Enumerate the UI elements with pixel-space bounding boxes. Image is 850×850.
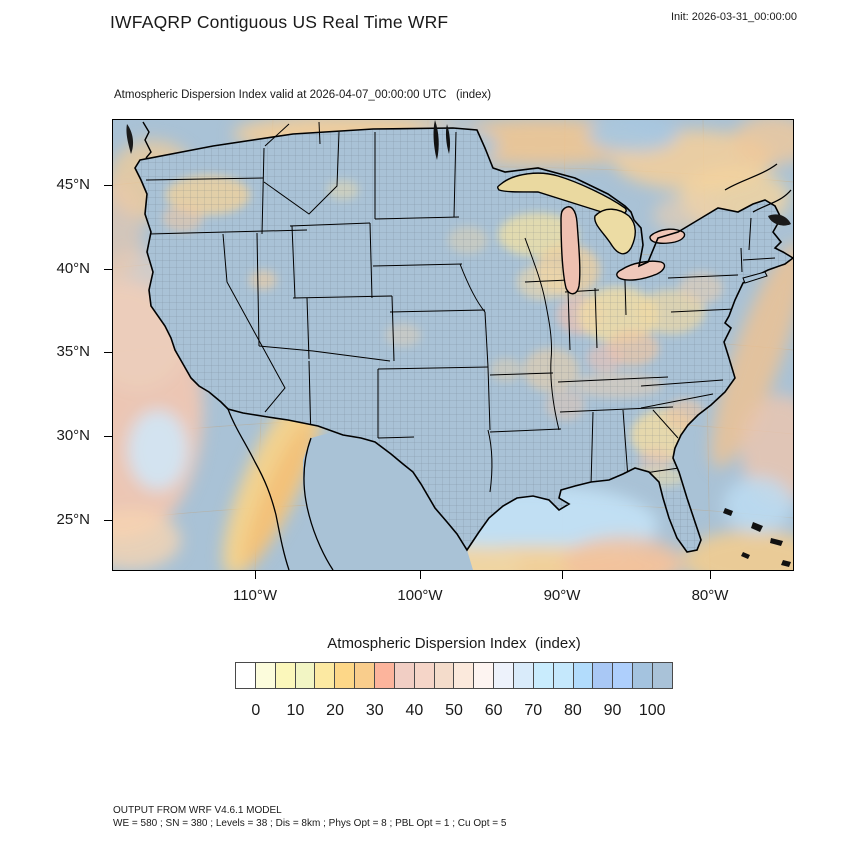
mexico-coastlines — [227, 408, 334, 570]
lat-tick-mark — [104, 185, 113, 187]
colorbar — [235, 662, 673, 689]
init-timestamp: Init: 2026-03-31_00:00:00 — [671, 11, 797, 23]
colorbar-segment — [494, 663, 515, 688]
colorbar-segment — [236, 663, 256, 688]
colorbar-segment — [653, 663, 672, 688]
colorbar-tick-label: 100 — [638, 702, 666, 719]
colorbar-segment — [613, 663, 634, 688]
lat-tick-mark — [104, 352, 113, 354]
lat-label: 40°N — [56, 260, 90, 277]
colorbar-tick-label: 60 — [484, 702, 503, 719]
lon-label: 90°W — [543, 587, 581, 604]
colorbar-tick-label: 20 — [326, 702, 344, 719]
lon-label: 100°W — [397, 587, 443, 604]
valid-time-subtitle: Atmospheric Dispersion Index valid at 20… — [114, 89, 492, 101]
colorbar-segment — [255, 663, 276, 688]
lon-tick-mark — [710, 571, 712, 579]
colorbar-segment — [593, 663, 614, 688]
colorbar-segment — [553, 663, 574, 688]
footer-config-line: WE = 580 ; SN = 380 ; Levels = 38 ; Dis … — [113, 818, 507, 829]
lon-tick-mark — [420, 571, 422, 579]
lon-label: 80°W — [691, 587, 729, 604]
colorbar-tick-label: 80 — [564, 702, 582, 719]
colorbar-segment — [375, 663, 395, 688]
colorbar-segment — [394, 663, 415, 688]
colorbar-segment — [454, 663, 475, 688]
mexico-mainland — [303, 432, 473, 570]
colorbar-segment — [414, 663, 435, 688]
state-boundaries — [145, 131, 776, 493]
page-title: IWFAQRP Contiguous US Real Time WRF — [110, 12, 449, 32]
colorbar-segment — [573, 663, 594, 688]
lat-label: 45°N — [56, 176, 90, 193]
lon-tick-mark — [255, 571, 257, 579]
footer-model-line: OUTPUT FROM WRF V4.6.1 MODEL — [113, 805, 282, 816]
colorbar-segment — [315, 663, 336, 688]
colorbar-title: Atmospheric Dispersion Index (index) — [327, 635, 581, 652]
colorbar-tick-label: 40 — [405, 702, 424, 719]
conus-outline — [134, 127, 793, 553]
colorbar-tick-label: 0 — [251, 702, 261, 719]
colorbar-segment — [335, 663, 356, 688]
colorbar-tick-label: 10 — [286, 702, 305, 719]
colorbar-segment — [275, 663, 296, 688]
lon-label: 110°W — [232, 587, 278, 604]
lat-label: 25°N — [56, 511, 90, 528]
lat-label: 35°N — [56, 343, 90, 360]
colorbar-tick-label: 30 — [365, 702, 384, 719]
canada-details — [126, 120, 792, 226]
lat-tick-mark — [104, 520, 113, 522]
colorbar-segment — [355, 663, 376, 688]
colorbar-segment — [633, 663, 654, 688]
colorbar-tick-label: 50 — [445, 702, 463, 719]
map-canvas — [113, 120, 793, 570]
colorbar-tick-label: 70 — [524, 702, 543, 719]
colorbar-segment — [474, 663, 495, 688]
colorbar-segment — [514, 663, 534, 688]
lat-tick-mark — [104, 436, 113, 438]
great-lakes — [497, 172, 686, 295]
conus-map — [112, 119, 794, 571]
lat-tick-mark — [104, 269, 113, 271]
lon-tick-mark — [562, 571, 564, 579]
atlantic-islands — [723, 271, 791, 567]
colorbar-segment — [295, 663, 316, 688]
lat-label: 30°N — [56, 427, 90, 444]
colorbar-segment — [434, 663, 455, 688]
colorbar-segment — [533, 663, 554, 688]
colorbar-tick-label: 90 — [603, 702, 622, 719]
